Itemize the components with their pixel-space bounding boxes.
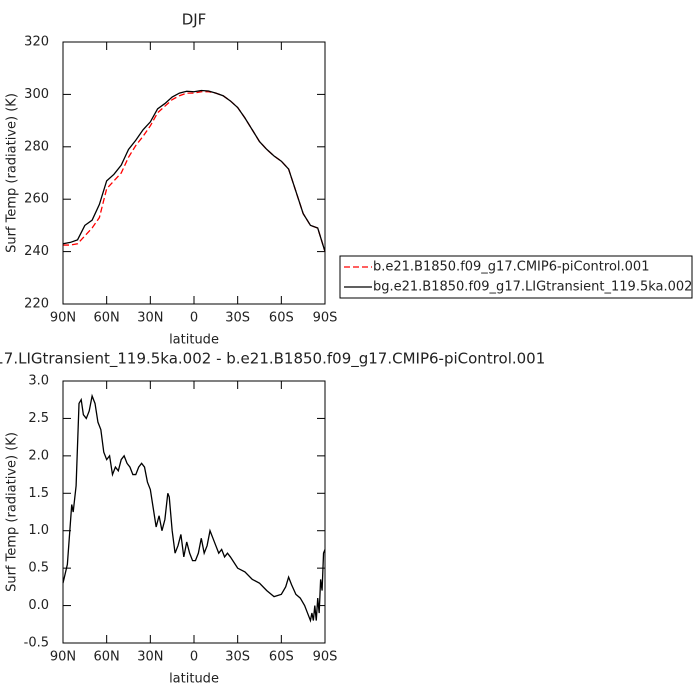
y-tick-label: 220 <box>24 297 49 312</box>
x-tick-label: 90S <box>313 311 338 326</box>
x-tick-label: 0 <box>190 311 198 326</box>
x-axis-label: latitude <box>169 672 219 687</box>
x-tick-label: 60N <box>94 311 120 326</box>
x-tick-label: 60S <box>269 650 294 665</box>
data-line <box>62 393 326 623</box>
x-tick-label: 30N <box>137 650 163 665</box>
y-tick-label: 0.5 <box>28 561 49 576</box>
y-tick-label: 260 <box>24 192 49 207</box>
x-tick-label: 60N <box>94 650 120 665</box>
y-tick-label: 1.0 <box>28 523 49 538</box>
x-axis-label: latitude <box>169 333 219 348</box>
x-tick-label: 90N <box>50 650 76 665</box>
y-axis-label: Surf Temp (radiative) (K) <box>5 432 20 592</box>
y-tick-label: 2.5 <box>28 411 49 426</box>
chart-title: bg.e21.B1850.f09_g17.LIGtransient_119.5k… <box>0 350 545 369</box>
chart-title: DJF <box>182 11 207 29</box>
y-tick-label: 320 <box>24 35 49 50</box>
y-tick-label: 240 <box>24 244 49 259</box>
y-axis-label: Surf Temp (radiative) (K) <box>5 93 20 253</box>
plot-frame <box>62 380 326 644</box>
data-line <box>63 91 326 252</box>
legend-label: b.e21.B1850.f09_g17.CMIP6-piControl.001 <box>373 260 649 275</box>
legend-box <box>339 255 693 299</box>
y-tick-label: 1.5 <box>28 486 49 501</box>
x-tick-label: 60S <box>269 311 294 326</box>
y-tick-label: 300 <box>24 87 49 102</box>
y-tick-label: 2.0 <box>28 448 49 463</box>
y-tick-label: 280 <box>24 139 49 154</box>
y-tick-label: 3.0 <box>28 374 49 389</box>
x-tick-label: 30S <box>225 650 250 665</box>
plot-frame <box>62 41 326 305</box>
x-tick-label: 0 <box>190 650 198 665</box>
y-tick-label: 0.0 <box>28 598 49 613</box>
x-tick-label: 30N <box>137 311 163 326</box>
data-line <box>62 89 326 252</box>
x-tick-label: 90S <box>313 650 338 665</box>
x-tick-label: 90N <box>50 311 76 326</box>
y-tick-label: -0.5 <box>24 636 49 651</box>
x-tick-label: 30S <box>225 311 250 326</box>
legend-label: bg.e21.B1850.f09_g17.LIGtransient_119.5k… <box>373 280 692 295</box>
